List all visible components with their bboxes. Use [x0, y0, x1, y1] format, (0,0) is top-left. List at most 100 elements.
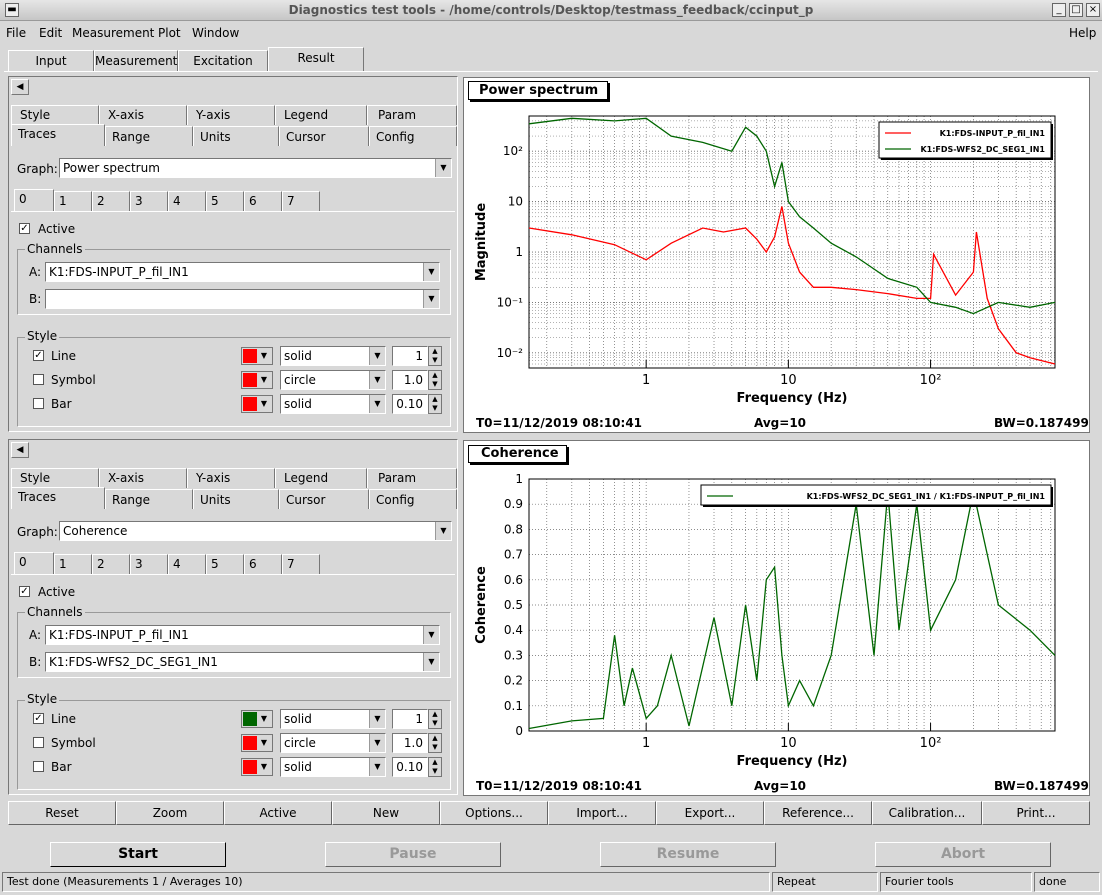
menu-plot[interactable]: Plot — [158, 26, 181, 40]
trace-tab-5[interactable]: 5 — [206, 554, 244, 574]
options-button[interactable]: Options... — [440, 801, 548, 825]
bar-checkbox[interactable] — [33, 398, 44, 409]
resume-button[interactable]: Resume — [600, 842, 776, 867]
trace-tab-6[interactable]: 6 — [244, 191, 282, 211]
channel-b-select[interactable]: K1:FDS-WFS2_DC_SEG1_IN1 ▼ — [45, 652, 440, 672]
tab-x-axis[interactable]: X-axis — [99, 468, 187, 488]
trace-tab-3[interactable]: 3 — [130, 554, 168, 574]
trace-tab-4[interactable]: 4 — [168, 554, 206, 574]
tab-cursor[interactable]: Cursor — [279, 489, 369, 509]
tab-units[interactable]: Units — [193, 126, 279, 146]
abort-button[interactable]: Abort — [875, 842, 1051, 867]
active-button[interactable]: Active — [224, 801, 332, 825]
tab-config[interactable]: Config — [369, 126, 457, 146]
symbol-size-stepper[interactable]: ▲ ▼ — [428, 733, 442, 753]
trace-tab-2[interactable]: 2 — [92, 191, 130, 211]
bar-width-stepper[interactable]: ▲ ▼ — [428, 757, 442, 777]
tab-legend[interactable]: Legend — [275, 105, 367, 125]
tab-excitation[interactable]: Excitation — [178, 50, 268, 72]
active-checkbox[interactable]: ✓ — [19, 223, 30, 234]
tab-traces[interactable]: Traces — [11, 124, 105, 146]
window-menu-icon[interactable]: ▬ — [5, 3, 19, 17]
menu-measurement[interactable]: Measurement — [72, 26, 155, 40]
channel-a-select[interactable]: K1:FDS-INPUT_P_fil_IN1 ▼ — [45, 625, 440, 645]
trace-tab-0[interactable]: 0 — [14, 189, 54, 211]
tab-range[interactable]: Range — [105, 489, 193, 509]
bar-width-stepper[interactable]: ▲ ▼ — [428, 394, 442, 414]
line-color-picker[interactable]: ▼ — [241, 347, 273, 365]
menu-help[interactable]: Help — [1069, 26, 1097, 40]
bar-style-select[interactable]: solid ▼ — [280, 757, 386, 777]
tab-input[interactable]: Input — [8, 50, 94, 72]
bar-checkbox[interactable] — [33, 761, 44, 772]
line-checkbox[interactable]: ✓ — [33, 713, 44, 724]
active-checkbox[interactable]: ✓ — [19, 586, 30, 597]
print-button[interactable]: Print... — [982, 801, 1090, 825]
calibration-button[interactable]: Calibration... — [872, 801, 982, 825]
trace-tab-5[interactable]: 5 — [206, 191, 244, 211]
trace-tab-7[interactable]: 7 — [282, 554, 320, 574]
line-width-stepper[interactable]: ▲ ▼ — [428, 346, 442, 366]
tab-y-axis[interactable]: Y-axis — [187, 468, 275, 488]
channel-a-select[interactable]: K1:FDS-INPUT_P_fil_IN1 ▼ — [45, 262, 440, 282]
tab-units[interactable]: Units — [193, 489, 279, 509]
pause-button[interactable]: Pause — [325, 842, 501, 867]
line-checkbox[interactable]: ✓ — [33, 350, 44, 361]
reference-button[interactable]: Reference... — [764, 801, 872, 825]
symbol-checkbox[interactable] — [33, 374, 44, 385]
trace-tab-3[interactable]: 3 — [130, 191, 168, 211]
start-button[interactable]: Start — [50, 842, 226, 867]
tab-x-axis[interactable]: X-axis — [99, 105, 187, 125]
tab-style[interactable]: Style — [11, 105, 99, 125]
zoom-button[interactable]: Zoom — [116, 801, 224, 825]
export-button[interactable]: Export... — [656, 801, 764, 825]
coherence-plot[interactable]: Coherence 1 10 10² 0 0.1 0.2 0.3 0.4 0.5 0.6 0.7 0.… — [463, 440, 1090, 796]
menu-file[interactable]: File — [6, 26, 27, 40]
line-style-select[interactable]: solid ▼ — [280, 709, 386, 729]
graph-select[interactable]: Power spectrum ▼ — [59, 158, 452, 178]
trace-tab-4[interactable]: 4 — [168, 191, 206, 211]
trace-tab-7[interactable]: 7 — [282, 191, 320, 211]
line-width-stepper[interactable]: ▲ ▼ — [428, 709, 442, 729]
bar-color-picker[interactable]: ▼ — [241, 395, 273, 413]
reset-button[interactable]: Reset — [8, 801, 116, 825]
tab-range[interactable]: Range — [105, 126, 193, 146]
tab-param[interactable]: Param — [367, 105, 457, 125]
bar-width-input[interactable]: 0.10 — [392, 394, 428, 414]
menu-edit[interactable]: Edit — [39, 26, 63, 40]
tab-cursor[interactable]: Cursor — [279, 126, 369, 146]
tab-config[interactable]: Config — [369, 489, 457, 509]
symbol-size-input[interactable]: 1.0 — [392, 370, 428, 390]
tab-traces[interactable]: Traces — [11, 487, 105, 509]
symbol-color-picker[interactable]: ▼ — [241, 734, 273, 752]
symbol-size-input[interactable]: 1.0 — [392, 733, 428, 753]
import-button[interactable]: Import... — [548, 801, 656, 825]
line-color-picker[interactable]: ▼ — [241, 710, 273, 728]
tab-y-axis[interactable]: Y-axis — [187, 105, 275, 125]
maximize-icon[interactable]: □ — [1069, 3, 1083, 17]
collapse-left-icon[interactable]: ◀ — [11, 442, 29, 458]
new-button[interactable]: New — [332, 801, 440, 825]
bar-color-picker[interactable]: ▼ — [241, 758, 273, 776]
symbol-size-stepper[interactable]: ▲ ▼ — [428, 370, 442, 390]
channel-b-select[interactable]: ▼ — [45, 289, 440, 309]
line-style-select[interactable]: solid ▼ — [280, 346, 386, 366]
close-icon[interactable]: × — [1086, 3, 1100, 17]
line-width-input[interactable]: 1 — [392, 709, 428, 729]
bar-style-select[interactable]: solid ▼ — [280, 394, 386, 414]
graph-select[interactable]: Coherence ▼ — [59, 521, 452, 541]
trace-tab-6[interactable]: 6 — [244, 554, 282, 574]
menu-window[interactable]: Window — [192, 26, 240, 40]
collapse-left-icon[interactable]: ◀ — [11, 79, 29, 95]
tab-legend[interactable]: Legend — [275, 468, 367, 488]
trace-tab-0[interactable]: 0 — [14, 552, 54, 574]
symbol-checkbox[interactable] — [33, 737, 44, 748]
trace-tab-1[interactable]: 1 — [54, 554, 92, 574]
trace-tab-2[interactable]: 2 — [92, 554, 130, 574]
symbol-color-picker[interactable]: ▼ — [241, 371, 273, 389]
line-width-input[interactable]: 1 — [392, 346, 428, 366]
tab-param[interactable]: Param — [367, 468, 457, 488]
symbol-style-select[interactable]: circle ▼ — [280, 733, 386, 753]
tab-result[interactable]: Result — [268, 47, 364, 72]
tab-style[interactable]: Style — [11, 468, 99, 488]
